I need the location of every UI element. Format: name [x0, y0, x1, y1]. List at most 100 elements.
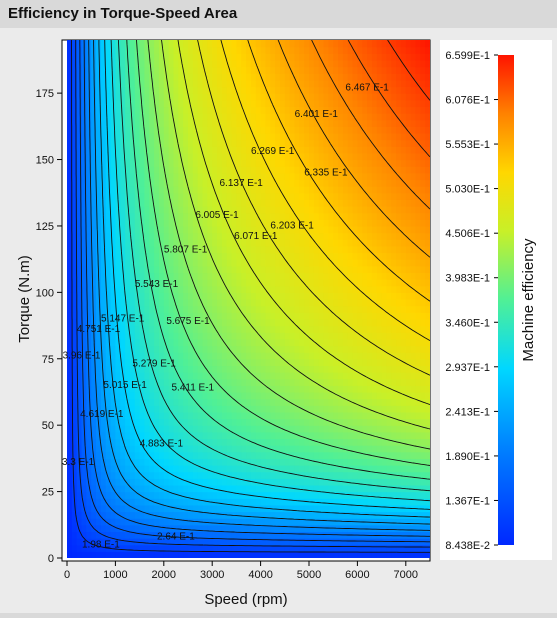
heat-cell — [144, 192, 150, 200]
heat-cell — [163, 93, 170, 101]
heat-cell — [96, 299, 102, 307]
heat-cell — [275, 451, 281, 459]
heat-cell — [362, 252, 368, 260]
heat-cell — [217, 186, 223, 194]
heat-cell — [168, 365, 175, 373]
heat-cell — [202, 59, 208, 68]
heat-cell — [168, 418, 175, 426]
heat-cell — [304, 405, 310, 413]
heat-cell — [105, 86, 112, 94]
heat-cell — [105, 411, 112, 420]
heat-cell — [236, 292, 242, 300]
heat-cell — [71, 544, 78, 552]
heat-cell — [76, 312, 83, 320]
heat-cell — [76, 411, 83, 420]
heat-cell — [236, 438, 242, 446]
heat-cell — [217, 325, 223, 333]
heat-cell — [207, 179, 213, 187]
heat-cell — [284, 365, 291, 373]
heat-cell — [255, 79, 262, 88]
heat-cell — [231, 113, 237, 121]
heat-cell — [139, 378, 146, 386]
heat-cell — [241, 431, 247, 440]
heat-cell — [250, 119, 257, 127]
heat-cell — [362, 132, 368, 141]
heat-cell — [91, 425, 97, 433]
heat-cell — [352, 425, 358, 433]
heat-cell — [202, 504, 208, 513]
heat-cell — [265, 378, 271, 386]
heat-cell — [91, 113, 97, 121]
heat-cell — [241, 279, 247, 287]
heat-cell — [105, 431, 112, 440]
heat-cell — [134, 132, 141, 141]
heat-cell — [338, 126, 344, 134]
heat-cell — [304, 551, 310, 558]
heat-cell — [86, 524, 92, 533]
heat-cell — [110, 119, 116, 127]
heat-cell — [168, 192, 175, 200]
heat-cell — [100, 385, 107, 393]
heat-cell — [71, 531, 78, 539]
heat-cell — [260, 172, 267, 181]
heat-cell — [289, 318, 296, 327]
heat-cell — [313, 245, 320, 254]
heat-cell — [265, 46, 271, 54]
heat-cell — [270, 265, 276, 274]
heat-cell — [338, 239, 344, 247]
heat-cell — [91, 431, 97, 440]
heat-cell — [255, 199, 262, 207]
heat-cell — [168, 405, 175, 413]
heat-cell — [115, 338, 121, 347]
heat-cell — [202, 93, 208, 101]
heat-cell — [96, 518, 102, 526]
heat-cell — [183, 524, 189, 533]
heat-cell — [333, 391, 339, 400]
heat-cell — [226, 172, 233, 181]
heat-cell — [309, 212, 315, 220]
heat-cell — [231, 531, 237, 539]
heat-cell — [129, 265, 136, 274]
heat-cell — [279, 152, 286, 161]
heat-cell — [347, 478, 354, 486]
heat-cell — [352, 504, 358, 513]
heat-cell — [304, 372, 310, 380]
heat-cell — [362, 478, 368, 486]
heat-cell — [250, 531, 257, 539]
heat-cell — [309, 93, 315, 101]
heat-cell — [255, 418, 262, 426]
heat-cell — [120, 391, 126, 400]
heat-cell — [71, 372, 78, 380]
heat-cell — [105, 272, 112, 280]
heat-cell — [284, 305, 291, 313]
heat-cell — [125, 471, 131, 479]
heat-cell — [309, 345, 315, 353]
heat-cell — [105, 358, 112, 367]
heat-cell — [255, 484, 262, 493]
heat-cell — [289, 458, 296, 466]
heat-cell — [144, 518, 150, 526]
heat-cell — [294, 186, 300, 194]
heat-cell — [139, 252, 146, 260]
heat-cell — [192, 106, 199, 114]
heat-cell — [318, 365, 325, 373]
heat-cell — [231, 498, 237, 506]
heat-cell — [212, 79, 218, 88]
heat-cell — [129, 524, 136, 533]
heat-cell — [347, 538, 354, 546]
heat-cell — [275, 544, 281, 552]
heat-cell — [260, 511, 267, 519]
heat-cell — [120, 172, 126, 181]
heat-cell — [81, 538, 87, 546]
heat-cell — [221, 538, 228, 546]
heat-cell — [241, 345, 247, 353]
heat-cell — [289, 132, 296, 141]
heat-cell — [183, 391, 189, 400]
heat-cell — [299, 113, 305, 121]
heat-cell — [299, 146, 305, 154]
heat-cell — [96, 332, 102, 340]
heat-cell — [255, 53, 262, 61]
heat-cell — [231, 139, 237, 147]
heat-cell — [270, 425, 276, 433]
heat-cell — [207, 59, 213, 68]
